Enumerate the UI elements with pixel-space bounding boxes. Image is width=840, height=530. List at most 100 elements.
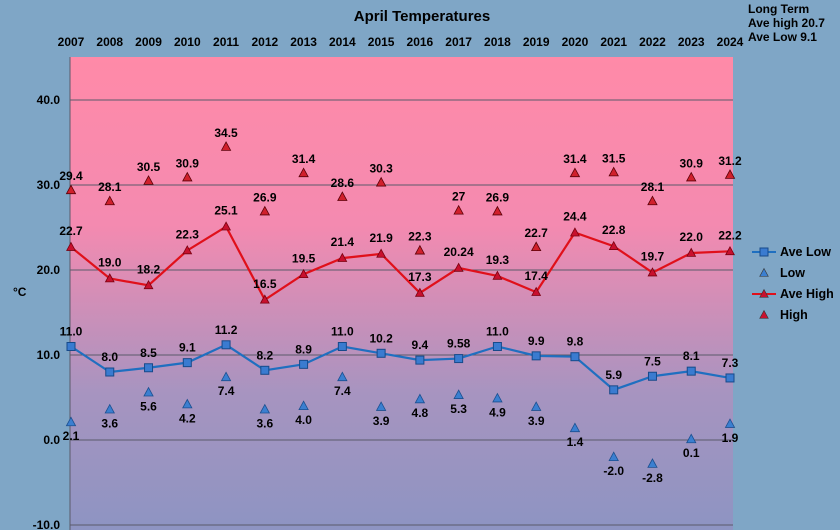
data-point [299,359,309,369]
x-tick-label: 2019 [523,35,550,49]
note-line-3: Ave Low 9.1 [748,30,817,44]
x-tick-label: 2023 [678,35,705,49]
data-label: 5.9 [605,368,622,382]
data-point [647,458,658,468]
data-point [686,247,697,257]
plot-area [70,57,733,530]
data-label: 26.9 [486,190,510,204]
data-label: 28.1 [641,180,665,194]
data-label: 20.24 [444,245,474,259]
data-point [453,204,464,215]
data-label: 3.6 [256,416,273,430]
data-point [143,386,154,397]
x-tick-label: 2017 [445,35,472,49]
data-point [182,398,193,409]
data-label: 4.0 [295,413,312,427]
y-tick-label: 20.0 [37,263,61,277]
data-label: 17.4 [524,269,548,283]
legend-marker [759,309,769,319]
series-line [70,225,731,302]
data-label: 31.4 [563,152,587,166]
data-point [182,358,192,368]
long-term-note: Long Term Ave high 20.7 Ave Low 9.1 [748,2,825,44]
data-label: 30.9 [680,156,704,170]
series-line [70,343,731,392]
data-label: 7.3 [722,356,739,370]
data-point [337,371,348,382]
data-point [686,171,697,182]
legend-label: Low [780,266,805,280]
data-point [182,171,193,182]
data-label: 22.7 [524,226,548,240]
data-label: 11.2 [215,323,238,337]
data-point [724,169,736,179]
data-point [104,195,115,206]
y-axis-ticks: 40.0 30.0 20.0 10.0 0.0 -10.0 [33,93,61,530]
data-point [492,342,502,351]
data-label: 8.2 [256,348,273,362]
data-label: 3.9 [373,414,390,428]
data-label: 9.58 [447,337,471,351]
data-point [414,393,426,404]
data-point [260,365,270,375]
data-point [298,400,309,411]
data-point [454,354,464,364]
x-tick-label: 2009 [135,35,162,49]
data-point [375,176,387,187]
legend-marker [759,267,769,277]
data-label: 8.9 [295,342,312,356]
data-label: 8.1 [683,349,700,363]
data-label: 30.5 [137,160,161,174]
data-point [608,166,619,177]
data-label: 9.4 [412,338,429,352]
data-point [686,366,696,376]
x-tick-label: 2021 [600,35,627,49]
legend-item: Low [759,266,805,280]
data-label: 19.5 [292,251,316,265]
data-point [531,286,542,296]
data-label: 9.8 [567,335,584,349]
data-label: 31.5 [602,151,626,165]
data-point [144,363,154,373]
legend: Ave Low Low Ave High High [752,245,834,322]
data-point [298,268,309,279]
legend-item: Ave Low [752,245,831,259]
data-label: 26.9 [253,190,277,204]
data-point [492,392,503,403]
data-point [221,221,232,231]
data-label: 3.9 [528,414,545,428]
data-point [66,342,76,351]
data-label: 19.3 [486,253,510,267]
data-point [414,287,425,297]
data-label: -2.8 [642,471,663,485]
data-point [259,294,270,304]
data-label: 0.1 [683,446,700,460]
data-point [492,205,503,216]
data-label: 24.4 [563,210,587,224]
data-label: 22.3 [408,229,432,243]
data-point [725,245,735,256]
legend-marker [759,247,769,257]
data-point [453,262,464,272]
data-label: 4.2 [179,411,196,425]
data-point [143,175,154,185]
data-point [259,205,271,216]
data-label: 2.1 [63,429,80,443]
data-point [65,184,77,195]
series-ave-low: 11.0 8.0 8.5 9.1 11.2 8.2 8.9 11.0 10.2 9.4 9.58 11… [60,323,739,395]
y-axis-label: °C [13,285,27,299]
data-point [66,241,76,251]
x-tick-label: 2013 [290,35,317,49]
data-label: 28.1 [98,180,122,194]
data-label: 11.0 [60,325,83,339]
legend-label: High [780,308,808,322]
data-label: 3.6 [101,416,118,430]
data-point [104,273,115,283]
data-point [376,348,386,358]
data-label: 22.3 [176,227,200,241]
x-tick-label: 2007 [58,35,85,49]
data-point [531,351,541,361]
data-point [415,355,425,365]
data-point [65,416,77,427]
data-label: 22.7 [59,224,83,238]
